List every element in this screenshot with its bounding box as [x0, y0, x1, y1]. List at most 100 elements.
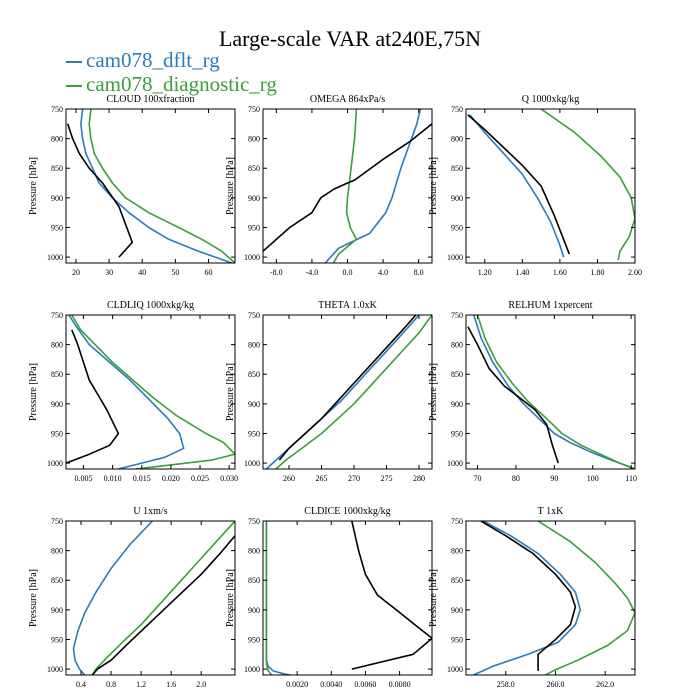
x-tick-label: 260: [283, 474, 295, 483]
legend-entry-dflt: cam078_dflt_rg: [66, 48, 220, 72]
x-tick-label: 80: [512, 474, 520, 483]
series-reference-line: [263, 123, 432, 252]
series-dflt-line: [265, 521, 291, 675]
y-tick-label: 750: [248, 517, 260, 526]
series-diagnostic-line: [540, 109, 635, 261]
y-tick-label: 900: [451, 194, 463, 203]
x-tick-label: 0.8: [106, 680, 116, 689]
panel-6: 750 800 850 900 950 1000 0.4 0.8 1.2 1.6 2.0 U 1xm/…: [28, 506, 236, 689]
y-axis-label: Pressure [hPa]: [28, 569, 39, 627]
x-tick-label: 2.00: [628, 268, 642, 277]
plot-frame: [65, 314, 236, 470]
panel-title: Q 1000xkg/kg: [522, 94, 580, 105]
plot-frame: [465, 520, 636, 676]
x-tick-label: 40: [138, 268, 146, 277]
y-axis-label: Pressure [hPa]: [225, 363, 236, 421]
panel-7: 750 800 850 900 950 1000 0.0020 0.0040 0.0060 0.0…: [225, 506, 433, 689]
plot-frame: [262, 108, 433, 264]
panel-title: CLDLIQ 1000xkg/kg: [107, 300, 194, 311]
y-tick-label: 800: [248, 341, 260, 350]
y-tick-label: 850: [451, 370, 463, 379]
series-diagnostic-line: [332, 109, 358, 263]
y-axis-label: Pressure [hPa]: [428, 363, 439, 421]
y-tick-label: 900: [51, 194, 63, 203]
series-diagnostic-line: [91, 521, 235, 675]
panel-5: 750 800 850 900 950 1000 70 80 90 100 110 RELHUM 1x…: [428, 300, 637, 483]
y-tick-label: 750: [51, 517, 63, 526]
x-tick-label: 1.40: [515, 268, 529, 277]
y-tick-label: 850: [451, 164, 463, 173]
y-tick-label: 750: [248, 105, 260, 114]
series-reference-line: [66, 329, 120, 464]
x-tick-label: 90: [550, 474, 558, 483]
series-reference-line: [467, 114, 571, 255]
x-tick-label: 275: [381, 474, 393, 483]
x-tick-label: 0.005: [74, 474, 92, 483]
panel-3: 750 800 850 900 950 1000 0.005 0.010 0.015 0.020 0…: [28, 300, 238, 483]
y-tick-label: 950: [51, 429, 63, 438]
y-tick-label: 1000: [47, 253, 63, 262]
x-tick-label: 0.0040: [320, 680, 342, 689]
series-dflt-line: [324, 109, 422, 263]
y-axis-label: Pressure [hPa]: [428, 569, 439, 627]
series-dflt-line: [473, 521, 582, 675]
series-reference-line: [66, 123, 134, 258]
y-tick-label: 1000: [244, 459, 260, 468]
y-tick-label: 1000: [447, 253, 463, 262]
main-title: Large-scale VAR at240E,75N: [218, 26, 482, 51]
y-tick-label: 950: [451, 223, 463, 232]
series-reference-line: [278, 315, 417, 461]
y-tick-label: 800: [248, 547, 260, 556]
panel-title: OMEGA 864xPa/s: [310, 94, 385, 105]
series-diagnostic-line: [88, 109, 235, 263]
panel-title: THETA 1.0xK: [318, 300, 377, 311]
y-tick-label: 850: [51, 164, 63, 173]
y-tick-label: 800: [451, 341, 463, 350]
x-tick-label: 280: [413, 474, 425, 483]
legend-label-dflt: cam078_dflt_rg: [86, 48, 220, 72]
series-diagnostic-line: [71, 315, 235, 469]
panel-8: 750 800 850 900 950 1000 258.0 260.0 262.0 T 1xK P…: [428, 506, 636, 689]
y-tick-label: 950: [451, 635, 463, 644]
y-tick-label: 850: [451, 576, 463, 585]
x-tick-label: -4.0: [306, 268, 319, 277]
panel-2: 750 800 850 900 950 1000 1.20 1.40 1.60 1.80 2.00 Q…: [428, 94, 642, 277]
legend-line-diagnostic: [66, 85, 82, 88]
panel-title: T 1xK: [538, 506, 564, 517]
x-tick-label: 100: [587, 474, 599, 483]
panel-title: U 1xm/s: [133, 506, 167, 517]
x-tick-label: 0.025: [191, 474, 209, 483]
series-dflt-line: [68, 315, 185, 469]
series-reference-line: [351, 521, 432, 670]
series-reference-line: [91, 535, 235, 675]
plot-frame: [465, 314, 636, 470]
series-diagnostic-line: [476, 315, 635, 469]
y-tick-label: 1000: [47, 459, 63, 468]
x-tick-label: 2.0: [196, 680, 206, 689]
series-dflt-line: [80, 109, 232, 263]
x-tick-label: 60: [204, 268, 212, 277]
x-tick-label: 0.010: [104, 474, 122, 483]
y-tick-label: 900: [451, 606, 463, 615]
y-tick-label: 900: [248, 194, 260, 203]
legend-line-dflt: [66, 61, 82, 64]
y-tick-label: 750: [51, 311, 63, 320]
y-tick-label: 850: [51, 370, 63, 379]
y-tick-label: 850: [248, 576, 260, 585]
series-dflt-line: [472, 315, 635, 469]
y-tick-label: 750: [451, 105, 463, 114]
y-axis-label: Pressure [hPa]: [225, 569, 236, 627]
y-tick-label: 800: [248, 135, 260, 144]
y-tick-label: 950: [248, 635, 260, 644]
x-tick-label: 270: [348, 474, 360, 483]
y-tick-label: 800: [51, 547, 63, 556]
x-tick-label: 0.020: [162, 474, 180, 483]
panel-1: 750 800 850 900 950 1000 -8.0 -4.0 0.0 4.0 8.0 OMEG…: [225, 94, 433, 277]
plot-frame: [465, 108, 636, 264]
y-tick-label: 900: [51, 400, 63, 409]
x-tick-label: 0.0020: [286, 680, 308, 689]
series-dflt-line: [469, 114, 565, 258]
y-axis-label: Pressure [hPa]: [428, 157, 439, 215]
y-tick-label: 1000: [447, 459, 463, 468]
y-axis-label: Pressure [hPa]: [225, 157, 236, 215]
